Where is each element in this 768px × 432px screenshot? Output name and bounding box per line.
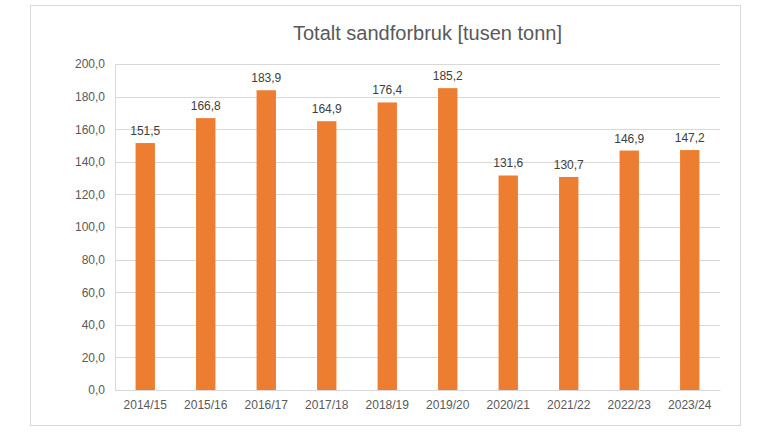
y-tick-label: 100,0: [75, 220, 105, 234]
y-axis: 0,0 20,0 40,0 60,0 80,0 100,0 120,0 140,0 160,0 1…: [75, 57, 116, 397]
y-tick: 120,0: [75, 188, 115, 202]
y-tick-label: 160,0: [75, 123, 105, 137]
data-label: 131,6: [493, 156, 523, 170]
bar: [620, 151, 639, 390]
x-tick: 2014/15: [124, 390, 168, 412]
y-tick: 60,0: [82, 286, 115, 300]
data-labels: 151,5 166,8 183,9 164,9 176,4 185,2 131,6 130,7…: [130, 69, 705, 172]
x-tick-label: 2023/24: [668, 398, 712, 412]
x-tick: 2019/20: [426, 390, 470, 412]
x-tick-label: 2016/17: [245, 398, 289, 412]
x-tick: 2017/18: [305, 390, 349, 412]
data-label: 151,5: [130, 124, 160, 138]
y-tick: 180,0: [75, 90, 115, 104]
y-tick: 140,0: [75, 155, 115, 169]
data-label: 164,9: [312, 102, 342, 116]
y-axis-line: [115, 65, 116, 391]
data-label: 146,9: [614, 132, 644, 146]
y-tick-label: 120,0: [75, 188, 105, 202]
bar: [559, 177, 578, 390]
y-tick: 80,0: [82, 253, 115, 267]
x-tick-label: 2021/22: [547, 398, 591, 412]
grid-line: [115, 64, 720, 65]
bar: [136, 143, 155, 390]
x-tick-label: 2015/16: [184, 398, 228, 412]
x-tick: 2016/17: [245, 390, 289, 412]
chart: Totalt sandforbruk [tusen tonn] 0,0 20,0 40…: [0, 0, 768, 432]
x-tick-label: 2014/15: [124, 398, 168, 412]
bar: [257, 90, 276, 390]
bar: [317, 121, 336, 390]
data-label: 185,2: [433, 69, 463, 83]
x-tick: 2021/22: [547, 390, 591, 412]
bar: [196, 118, 215, 390]
y-tick-label: 140,0: [75, 155, 105, 169]
x-tick-label: 2019/20: [426, 398, 470, 412]
x-tick-label: 2020/21: [487, 398, 531, 412]
bar: [438, 88, 457, 390]
bar: [378, 102, 397, 390]
data-label: 130,7: [554, 158, 584, 172]
bar: [499, 175, 518, 390]
grid-line: [115, 390, 720, 391]
x-tick: 2023/24: [668, 390, 712, 412]
data-label: 183,9: [251, 71, 281, 85]
x-tick: 2022/23: [608, 390, 652, 412]
x-axis: 2014/15 2015/16 2016/17 2017/18 2018/19 2019/…: [116, 390, 721, 412]
y-tick-label: 60,0: [82, 286, 106, 300]
y-tick-label: 180,0: [75, 90, 105, 104]
y-tick: 200,0: [75, 57, 115, 71]
grid-line: [115, 97, 720, 98]
x-axis-line: [116, 390, 721, 391]
data-label: 166,8: [191, 99, 221, 113]
bars: [136, 88, 700, 390]
y-tick-label: 20,0: [82, 351, 106, 365]
x-tick: 2015/16: [184, 390, 228, 412]
x-tick: 2018/19: [366, 390, 410, 412]
y-tick: 0,0: [88, 383, 115, 397]
y-tick-label: 80,0: [82, 253, 106, 267]
y-tick-label: 0,0: [88, 383, 105, 397]
data-label: 147,2: [675, 131, 705, 145]
x-tick-label: 2022/23: [608, 398, 652, 412]
title: Totalt sandforbruk [tusen tonn]: [293, 22, 562, 44]
data-label: 176,4: [372, 83, 402, 97]
y-tick: 100,0: [75, 220, 115, 234]
y-tick: 40,0: [82, 318, 115, 332]
x-tick-label: 2017/18: [305, 398, 349, 412]
x-tick-label: 2018/19: [366, 398, 410, 412]
y-tick-label: 200,0: [75, 57, 105, 71]
y-tick-label: 40,0: [82, 318, 106, 332]
bar: [680, 150, 699, 390]
chart-frame: [31, 6, 741, 426]
y-tick: 20,0: [82, 351, 115, 365]
y-tick: 160,0: [75, 123, 115, 137]
x-tick: 2020/21: [487, 390, 531, 412]
grid: [115, 65, 720, 391]
